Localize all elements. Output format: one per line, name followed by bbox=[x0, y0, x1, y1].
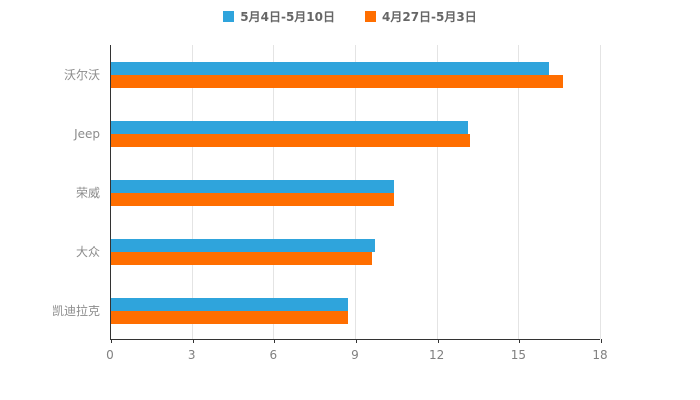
x-axis-tick-6 bbox=[274, 339, 276, 343]
category-label-5: 凯迪拉克 bbox=[51, 303, 100, 318]
x-axis-label-15: 15 bbox=[510, 348, 526, 362]
bar-荣威-series-2 bbox=[111, 192, 395, 206]
x-axis-label-3: 3 bbox=[187, 348, 196, 362]
x-axis-label-18: 18 bbox=[592, 348, 608, 362]
category-label-4: 大众 bbox=[75, 244, 100, 259]
x-axis-label-12: 12 bbox=[429, 348, 445, 362]
bar-凯迪拉克-series-2 bbox=[111, 310, 348, 324]
x-axis-tick-3 bbox=[192, 339, 194, 343]
category-label-2: Jeep bbox=[74, 126, 100, 141]
x-axis-tick-18 bbox=[601, 339, 602, 343]
x-axis-tick-15 bbox=[519, 339, 521, 343]
plot-area bbox=[110, 45, 602, 343]
category-label-1: 沃尔沃 bbox=[63, 67, 100, 82]
legend-label-series-1: 5月4日-5月10日 bbox=[240, 10, 335, 24]
gridline-x-12 bbox=[436, 45, 438, 339]
x-axis-label-6: 6 bbox=[269, 348, 278, 362]
gridline-x-15 bbox=[518, 45, 520, 339]
bar-Jeep-series-2 bbox=[111, 133, 471, 147]
bar-凯迪拉克-series-1 bbox=[111, 297, 348, 311]
legend-swatch-orange bbox=[365, 11, 376, 22]
x-axis-tick-9 bbox=[356, 339, 357, 343]
bar-荣威-series-1 bbox=[111, 179, 395, 193]
bar-大众-series-2 bbox=[111, 251, 373, 265]
legend: 5月4日-5月10日 4月27日-5月3日 bbox=[0, 8, 700, 25]
x-axis-tick-0 bbox=[111, 339, 112, 343]
legend-item-series-2[interactable]: 4月27日-5月3日 bbox=[365, 8, 477, 25]
bar-Jeep-series-1 bbox=[111, 120, 468, 134]
gridline-x-18 bbox=[600, 45, 601, 339]
bar-沃尔沃-series-1 bbox=[111, 61, 550, 75]
category-label-3: 荣威 bbox=[75, 185, 100, 200]
legend-label-series-2: 4月27日-5月3日 bbox=[382, 10, 477, 24]
x-axis-label-9: 9 bbox=[351, 348, 359, 362]
bar-沃尔沃-series-2 bbox=[111, 74, 563, 88]
x-axis-tick-12 bbox=[437, 339, 439, 343]
bar-大众-series-1 bbox=[111, 238, 376, 252]
legend-item-series-1[interactable]: 5月4日-5月10日 bbox=[223, 8, 335, 25]
x-axis-label-0: 0 bbox=[106, 348, 114, 362]
legend-swatch-blue bbox=[223, 11, 235, 22]
